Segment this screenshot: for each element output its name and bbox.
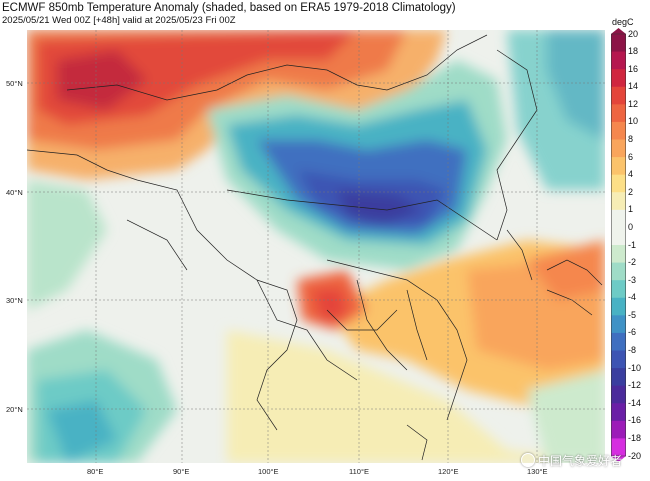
colorbar-tick-label: -1 [628, 239, 637, 250]
map-title: ECMWF 850mb Temperature Anomaly (shaded,… [2, 2, 456, 14]
colorbar-tick-label: -18 [628, 432, 642, 443]
colorbar-segment [611, 385, 626, 404]
colorbar-segment [611, 420, 626, 439]
colorbar-segment [611, 227, 626, 246]
colorbar-tick-label: 4 [628, 169, 634, 180]
colorbar-segment [611, 174, 626, 193]
colorbar-segment [611, 51, 626, 70]
lat-label-50n: 50°N [6, 79, 23, 88]
colorbar-segment [611, 157, 626, 176]
boundaries [27, 34, 603, 461]
colorbar-segment [611, 104, 626, 123]
colorbar-segment [611, 403, 626, 422]
colorbar-tick-label: -3 [628, 274, 637, 285]
colorbar-segment [611, 438, 626, 457]
colorbar-tick-label: -10 [628, 362, 642, 373]
colorbar-segment [611, 350, 626, 369]
colorbar-segment [611, 209, 626, 228]
map-svg [27, 30, 605, 463]
colorbar-tick-label: -6 [628, 327, 637, 338]
colorbar-tick-label: 20 [628, 28, 639, 39]
colorbar-segment [611, 34, 626, 53]
colorbar-tick-label: -8 [628, 345, 637, 355]
watermark-text: 中国气象爱好者 [537, 454, 622, 468]
lon-label-110e: 110°E [349, 467, 369, 476]
colorbar-frame [611, 33, 626, 457]
lon-label-90e: 90°E [173, 467, 190, 476]
colorbar-tick-label: 12 [628, 98, 639, 109]
colorbar-tick-label: 18 [628, 46, 639, 57]
map-subtitle: 2025/05/21 Wed 00Z [+48h] valid at 2025/… [2, 15, 236, 26]
colorbar-tick-label: 1 [628, 204, 634, 215]
colorbar-segment [611, 86, 626, 105]
colorbar-tick-label: -4 [628, 292, 637, 303]
colorbar-bottom-arrow [611, 456, 626, 462]
colorbar-segment [611, 69, 626, 88]
colorbar-segment [611, 139, 626, 158]
colorbar-tick-label: 16 [628, 63, 639, 74]
colorbar-segment [611, 315, 626, 334]
colorbar-segment [611, 121, 626, 140]
colorbar-tick-label: -5 [628, 309, 637, 320]
colorbar-tick-label: 0 [628, 221, 634, 232]
weibo-icon [520, 453, 535, 467]
lat-label-40n: 40°N [6, 188, 23, 197]
colorbar-tick-label: -12 [628, 380, 642, 391]
lat-label-20n: 20°N [6, 405, 23, 414]
colorbar-segment [611, 297, 626, 316]
colorbar-segment [611, 280, 626, 299]
colorbar-segment [611, 245, 626, 264]
lon-label-130e: 130°E [527, 467, 548, 476]
colorbar-tick-label: -16 [628, 415, 642, 426]
colorbar-segment [611, 332, 626, 351]
lon-label-100e: 100°E [258, 467, 279, 476]
colorbar-segment [611, 368, 626, 387]
colorbar-tick-label: 6 [628, 151, 634, 162]
colorbar-tick-label: -2 [628, 257, 637, 268]
colorbar-unit: degC [612, 17, 634, 27]
anomaly-map [27, 30, 605, 463]
colorbar-segment [611, 192, 626, 211]
colorbar-tick-label: 2 [628, 186, 634, 197]
lon-label-80e: 80°E [87, 467, 104, 476]
colorbar-tick-label: 14 [628, 81, 639, 92]
colorbar-tick-label: 10 [628, 116, 639, 127]
anomaly-shading [27, 30, 605, 463]
colorbar-tick-label: -14 [628, 397, 642, 408]
colorbar [611, 28, 626, 462]
colorbar-top-arrow [611, 28, 626, 34]
lat-label-30n: 30°N [6, 296, 23, 305]
gridlines [27, 30, 605, 463]
lon-label-120e: 120°E [438, 467, 459, 476]
watermark: 中国气象爱好者 [520, 452, 622, 469]
colorbar-tick-label: -20 [628, 450, 642, 461]
colorbar-segment [611, 262, 626, 281]
colorbar-tick-label: 8 [628, 134, 634, 144]
